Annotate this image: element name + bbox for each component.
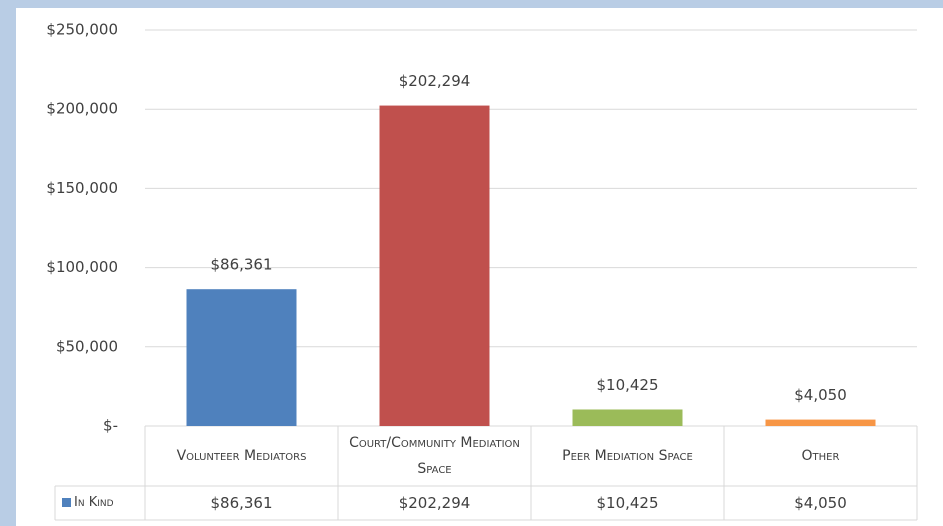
y-tick-label: $150,000 bbox=[46, 179, 118, 197]
legend-key bbox=[62, 498, 71, 507]
y-tick-label: $- bbox=[103, 417, 118, 435]
x-tick-label: Other bbox=[801, 448, 840, 464]
y-tick-label: $200,000 bbox=[46, 100, 118, 118]
table-value: $202,294 bbox=[398, 494, 471, 512]
data-label: $4,050 bbox=[794, 386, 847, 404]
bar bbox=[379, 105, 490, 426]
bar bbox=[572, 409, 683, 426]
table-value: $10,425 bbox=[596, 494, 659, 512]
x-tick-label: Volunteer Mediators bbox=[176, 448, 307, 464]
data-label: $202,294 bbox=[399, 72, 471, 90]
x-tick-label: Court/Community Mediation Space bbox=[349, 435, 520, 477]
bar bbox=[765, 419, 876, 426]
data-label: $86,361 bbox=[210, 256, 272, 274]
data-label: $10,425 bbox=[596, 376, 658, 394]
y-tick-label: $100,000 bbox=[46, 258, 118, 276]
y-tick-label: $250,000 bbox=[46, 21, 118, 39]
legend-label: In Kind bbox=[74, 495, 114, 510]
x-tick-label: Peer Mediation Space bbox=[562, 448, 693, 464]
table-value: $4,050 bbox=[794, 494, 847, 512]
table-value: $86,361 bbox=[210, 494, 273, 512]
y-tick-label: $50,000 bbox=[56, 337, 118, 355]
bar bbox=[186, 289, 297, 426]
